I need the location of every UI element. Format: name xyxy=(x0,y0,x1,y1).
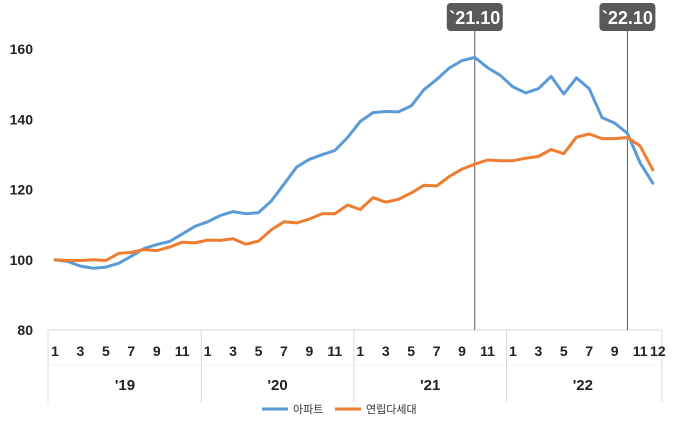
x-tick-label: 9 xyxy=(306,343,314,359)
x-tick-label: 5 xyxy=(560,343,568,359)
x-tick-label: 1 xyxy=(356,343,364,359)
y-tick-label: 140 xyxy=(10,111,34,127)
x-tick-label: 9 xyxy=(153,343,161,359)
x-axis-tick-labels: 1 3 5 7 9 11 1 3 5 7 9 11 1 3 5 7 9 11 1 3 5 7 9 11 12 xyxy=(51,343,666,359)
year-label: '19 xyxy=(115,377,135,394)
y-axis-tick-labels: 80 100 120 140 160 xyxy=(10,41,34,338)
legend-label: 아파트 xyxy=(293,403,323,416)
x-tick-label: 11 xyxy=(327,343,342,359)
x-tick-label: 3 xyxy=(77,343,85,359)
y-tick-label: 160 xyxy=(10,41,34,57)
legend-label: 연립다세대 xyxy=(366,403,417,416)
y-tick-label: 100 xyxy=(10,252,34,268)
annotation-callouts: `21.10 `22.10 xyxy=(446,3,656,31)
x-tick-label: 11 xyxy=(480,343,495,359)
x-tick-label: 7 xyxy=(127,343,135,359)
series-line-2 xyxy=(53,132,655,262)
annotation-callout-box xyxy=(446,3,503,31)
x-tick-label: 9 xyxy=(611,343,619,359)
x-tick-label: 3 xyxy=(229,343,237,359)
y-tick-label: 120 xyxy=(10,182,34,198)
x-tick-label: 1 xyxy=(51,343,59,359)
x-tick-label: 11 xyxy=(175,343,190,359)
axes xyxy=(47,329,663,402)
annotation-callout-label: `21.10 xyxy=(449,8,500,28)
y-tick-label: 80 xyxy=(17,322,33,338)
year-label: '21 xyxy=(420,377,440,394)
x-tick-label: 9 xyxy=(458,343,466,359)
x-tick-label: 5 xyxy=(255,343,263,359)
x-tick-label: 3 xyxy=(534,343,542,359)
x-axis-year-labels: '19 '20 '21 '22 xyxy=(115,377,593,394)
x-tick-label: 3 xyxy=(382,343,390,359)
annotation-callout-box xyxy=(599,3,656,31)
year-label: '20 xyxy=(267,377,287,394)
x-tick-label: 7 xyxy=(433,343,441,359)
x-tick-label: 1 xyxy=(204,343,212,359)
legend: 아파트 연립다세대 xyxy=(262,403,417,416)
x-tick-label: 1 xyxy=(509,343,517,359)
x-tick-label: 5 xyxy=(102,343,110,359)
annotation-callout-label: `22.10 xyxy=(602,8,653,28)
x-tick-label: 5 xyxy=(407,343,415,359)
x-tick-label: 11 xyxy=(633,343,648,359)
x-tick-label: 12 xyxy=(650,343,666,359)
series-lines xyxy=(53,55,655,270)
x-tick-label: 7 xyxy=(585,343,593,359)
series-line-1 xyxy=(53,55,655,270)
year-label: '22 xyxy=(573,377,593,394)
x-tick-label: 7 xyxy=(280,343,288,359)
annotation-lines xyxy=(474,30,628,330)
